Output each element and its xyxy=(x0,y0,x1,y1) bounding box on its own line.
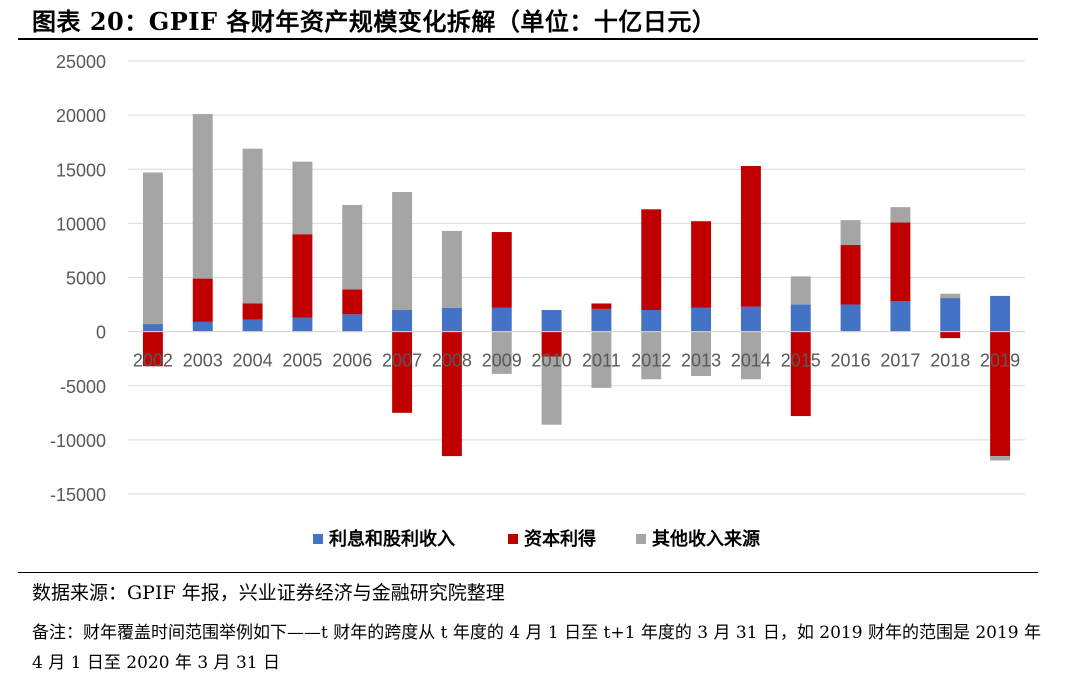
y-tick-label: -10000 xyxy=(50,431,106,451)
bar-segment-资本利得-2015 xyxy=(790,331,811,417)
bar-segment-利息和股利收入-2005 xyxy=(292,317,313,332)
y-tick-label: 20000 xyxy=(56,106,106,126)
bar-segment-其他收入来源-2016 xyxy=(840,220,861,246)
x-tick-label: 2003 xyxy=(183,351,223,371)
bar-segment-其他收入来源-2006 xyxy=(342,204,363,290)
bar-segment-利息和股利收入-2019 xyxy=(990,295,1011,332)
legend-label: 其他收入来源 xyxy=(652,528,760,549)
bar-segment-利息和股利收入-2007 xyxy=(392,309,413,332)
legend-swatch xyxy=(313,534,323,544)
bar-segment-资本利得-2011 xyxy=(591,303,612,309)
stacked-bar-chart: 25000 20000 15000 10000 5000 0 -5000 -10000 -150… xyxy=(50,52,1025,549)
bar-segment-资本利得-2019 xyxy=(990,331,1011,457)
bar-segment-其他收入来源-2007 xyxy=(392,191,413,310)
x-tick-label: 2012 xyxy=(631,351,671,371)
bar-segment-资本利得-2007 xyxy=(392,331,413,413)
bar-segment-其他收入来源-2008 xyxy=(441,230,462,308)
x-tick-label: 2015 xyxy=(781,351,821,371)
bar-segment-资本利得-2003 xyxy=(192,278,213,322)
bar-segment-资本利得-2018 xyxy=(940,331,961,339)
bar-segment-其他收入来源-2013 xyxy=(691,331,712,377)
bar-segment-其他收入来源-2003 xyxy=(192,114,213,279)
bar-segment-资本利得-2014 xyxy=(740,166,761,307)
bar-segment-资本利得-2004 xyxy=(242,303,263,320)
x-tick-label: 2009 xyxy=(482,351,522,371)
bar-segment-利息和股利收入-2016 xyxy=(840,304,861,332)
x-tick-label: 2007 xyxy=(382,351,422,371)
bar-segment-利息和股利收入-2002 xyxy=(142,324,163,332)
bar-segment-资本利得-2002 xyxy=(142,331,163,367)
y-tick-label: 25000 xyxy=(56,52,106,72)
bar-segment-利息和股利收入-2010 xyxy=(541,309,562,332)
x-tick-label: 2017 xyxy=(880,351,920,371)
x-tick-label: 2004 xyxy=(233,351,273,371)
top-divider xyxy=(18,38,1038,40)
x-tick-label: 2008 xyxy=(432,351,472,371)
y-tick-label: 0 xyxy=(96,323,106,343)
x-tick-label: 2014 xyxy=(731,351,771,371)
bar-segment-其他收入来源-2011 xyxy=(591,331,612,388)
x-axis-ticks: 2002 2003 2004 2005 2006 2007 2008 2009 2010 2011… xyxy=(133,351,1020,371)
bar-segment-资本利得-2009 xyxy=(491,232,512,308)
x-tick-label: 2010 xyxy=(532,351,572,371)
y-tick-label: 10000 xyxy=(56,214,106,234)
bar-segment-其他收入来源-2012 xyxy=(641,331,662,380)
footer-divider xyxy=(18,572,1038,573)
bar-segment-其他收入来源-2017 xyxy=(890,207,911,223)
bar-segment-利息和股利收入-2018 xyxy=(940,298,961,332)
bar-segment-利息和股利收入-2012 xyxy=(641,309,662,332)
y-tick-label: 5000 xyxy=(66,269,106,289)
bar-segment-其他收入来源-2018 xyxy=(940,293,961,299)
bar-segment-其他收入来源-2019 xyxy=(990,456,1011,461)
bar-segment-其他收入来源-2010 xyxy=(541,356,562,425)
bar-segment-利息和股利收入-2015 xyxy=(790,304,811,332)
legend-label: 利息和股利收入 xyxy=(329,528,455,549)
legend-label: 资本利得 xyxy=(524,528,596,549)
note-text: 备注：财年覆盖时间范围举例如下——t 财年的跨度从 t 年度的 4 月 1 日至… xyxy=(32,623,1042,673)
bar-segment-利息和股利收入-2014 xyxy=(740,306,761,332)
bar-segment-其他收入来源-2009 xyxy=(491,331,512,374)
bar-segment-资本利得-2012 xyxy=(641,209,662,310)
bar-segment-资本利得-2008 xyxy=(441,331,462,457)
bar-segment-利息和股利收入-2004 xyxy=(242,319,263,332)
x-tick-label: 2006 xyxy=(332,351,372,371)
y-tick-label: -5000 xyxy=(60,377,106,397)
bar-segment-资本利得-2006 xyxy=(342,289,363,315)
x-tick-label: 2016 xyxy=(831,351,871,371)
bar-segment-其他收入来源-2005 xyxy=(292,161,313,235)
bar-segment-其他收入来源-2002 xyxy=(142,172,163,325)
bar-segment-利息和股利收入-2006 xyxy=(342,314,363,332)
bar-segment-资本利得-2017 xyxy=(890,222,911,302)
x-tick-label: 2019 xyxy=(980,351,1020,371)
bars xyxy=(142,114,1011,461)
y-axis-ticks: 25000 20000 15000 10000 5000 0 -5000 -10000 -150… xyxy=(50,52,106,505)
x-tick-label: 2002 xyxy=(133,351,173,371)
bar-segment-利息和股利收入-2003 xyxy=(192,321,213,332)
y-tick-label: 15000 xyxy=(56,160,106,180)
bar-segment-其他收入来源-2014 xyxy=(740,331,761,380)
bar-segment-利息和股利收入-2008 xyxy=(441,307,462,332)
source-text: 数据来源：GPIF 年报，兴业证券经济与金融研究院整理 xyxy=(32,582,505,604)
x-tick-label: 2018 xyxy=(930,351,970,371)
x-tick-label: 2013 xyxy=(681,351,721,371)
x-tick-label: 2005 xyxy=(282,351,322,371)
chart-title: 图表 20：GPIF 各财年资产规模变化拆解（单位：十亿日元） xyxy=(32,7,717,36)
legend: 利息和股利收入 资本利得 其他收入来源 xyxy=(313,528,760,549)
bar-segment-利息和股利收入-2013 xyxy=(691,307,712,332)
bar-segment-其他收入来源-2004 xyxy=(242,148,263,304)
bar-segment-资本利得-2016 xyxy=(840,245,861,305)
x-tick-label: 2011 xyxy=(582,351,621,371)
bar-segment-利息和股利收入-2017 xyxy=(890,301,911,332)
bar-segment-资本利得-2013 xyxy=(691,221,712,308)
bar-segment-其他收入来源-2015 xyxy=(790,276,811,305)
bar-segment-利息和股利收入-2011 xyxy=(591,308,612,332)
legend-swatch xyxy=(508,534,518,544)
bar-segment-资本利得-2005 xyxy=(292,234,313,318)
bar-segment-资本利得-2010 xyxy=(541,331,562,357)
legend-swatch xyxy=(636,534,646,544)
y-tick-label: -15000 xyxy=(50,485,106,505)
bar-segment-利息和股利收入-2009 xyxy=(491,307,512,332)
